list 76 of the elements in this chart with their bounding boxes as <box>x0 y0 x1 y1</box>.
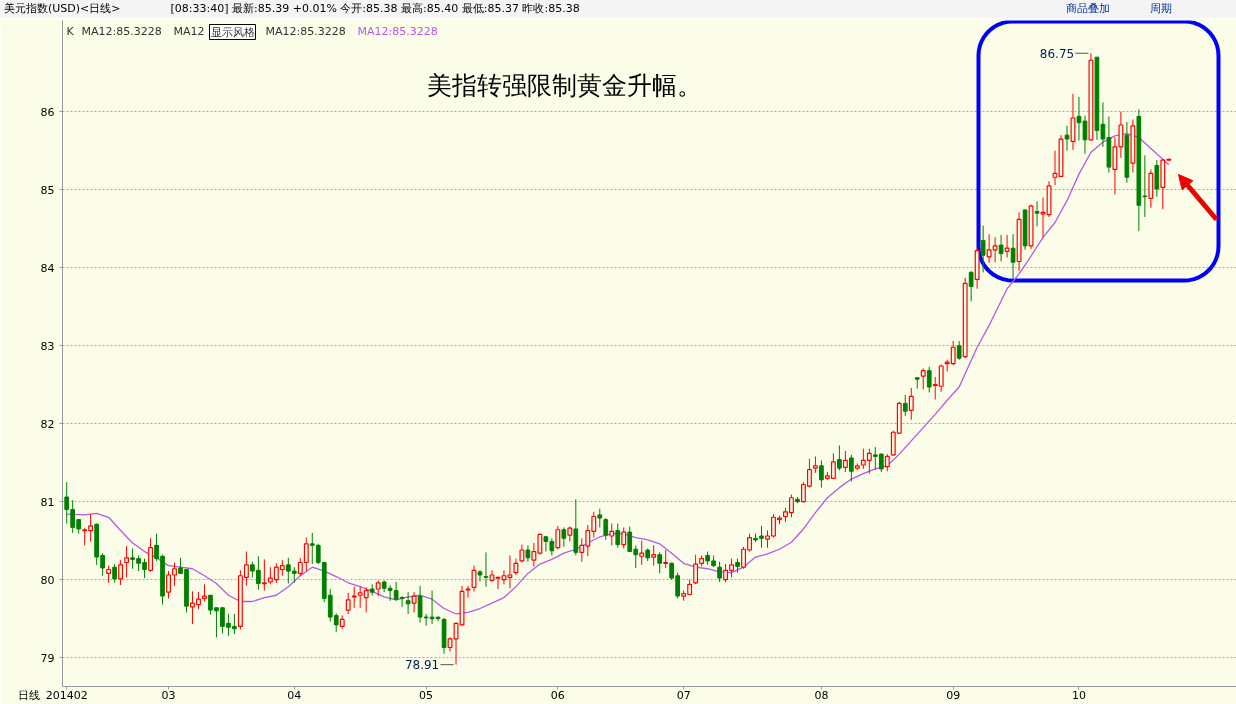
candlestick <box>525 544 531 563</box>
annotation: MA12 <box>173 24 205 38</box>
candlestick <box>842 450 848 473</box>
candlestick <box>651 544 657 567</box>
candlestick <box>351 586 357 609</box>
candlestick <box>908 387 914 421</box>
candlestick <box>1154 159 1160 198</box>
candlestick <box>1064 125 1070 152</box>
x-tick-label: 03 <box>161 688 176 702</box>
x-tick-label: 10 <box>1071 688 1086 702</box>
candlestick <box>561 526 567 548</box>
candlestick <box>621 526 627 549</box>
annotation: MA12:85.3228 <box>81 24 162 38</box>
candlestick <box>920 367 926 390</box>
candlestick <box>1004 234 1010 259</box>
annotation: MA12:85.3228 <box>265 24 346 38</box>
candlestick <box>849 454 854 482</box>
text: MA12:85.3228 <box>357 24 438 38</box>
candlestick <box>968 270 974 302</box>
annotation: 美指转强限制黄金升幅。 <box>426 70 702 100</box>
candlestick <box>956 340 962 361</box>
y-tick-label: 83 <box>40 339 55 353</box>
candlestick <box>477 569 483 582</box>
candlestick <box>1010 233 1016 279</box>
annotation: K <box>66 24 75 38</box>
x-tick-label: 09 <box>946 688 961 702</box>
y-tick-label: 80 <box>40 573 55 587</box>
chart-title: 美元指数(USD)<日线> <box>4 1 121 17</box>
candlestick <box>148 537 154 573</box>
text: 商品叠加 <box>1066 2 1110 15</box>
candlestick <box>615 523 621 549</box>
annotation: 78.91 <box>404 658 440 673</box>
y-tick-label: 86 <box>40 105 55 119</box>
candlestick <box>926 366 932 393</box>
candlestick <box>837 445 842 471</box>
candlestick <box>405 591 411 615</box>
candlestick <box>998 234 1004 262</box>
candlestick <box>717 561 722 583</box>
candlestick <box>819 459 824 489</box>
candlestick <box>597 508 603 528</box>
candlestick <box>609 523 615 546</box>
x-tick-label: 06 <box>550 688 565 702</box>
x-axis-title: 日线 <box>18 689 40 702</box>
candlestick <box>1070 93 1076 151</box>
candlestick <box>112 563 117 584</box>
candlestick <box>657 551 663 574</box>
y-tick-label: 81 <box>40 495 55 509</box>
x-tick-label: 04 <box>287 688 302 702</box>
chart-subtitle: [08:33:40] 最新:85.39 +0.01% 今开:85.38 最高:85.40 最低:85.37 昨收:85.38 <box>170 1 580 17</box>
candlestick <box>465 585 471 599</box>
y-tick-label: 85 <box>40 183 55 197</box>
annotation: 86.75 <box>1039 46 1075 61</box>
candlestick <box>411 591 417 613</box>
y-tick-label: 84 <box>40 261 55 275</box>
x-tick-label: 08 <box>814 688 829 702</box>
candlestick <box>124 545 130 578</box>
text: 周期 <box>1150 2 1172 15</box>
x-tick-label: 07 <box>676 688 691 702</box>
candlestick <box>980 225 986 273</box>
candlestick <box>483 551 489 588</box>
candlestick <box>345 592 351 615</box>
annotation: 显示风格 <box>210 25 255 39</box>
candlestick <box>471 565 477 592</box>
y-tick-label: 79 <box>40 651 55 665</box>
candlestick <box>603 517 609 541</box>
candlestick <box>1034 200 1040 227</box>
x-tick-label: 201402 <box>45 688 88 702</box>
candlestick <box>555 525 561 550</box>
candlestick <box>986 233 992 264</box>
candlestick <box>118 559 124 586</box>
candlestick <box>639 540 645 566</box>
candlestick <box>992 236 998 263</box>
x-tick-label: 05 <box>419 688 434 702</box>
candlestick <box>902 394 908 417</box>
y-tick-label: 82 <box>40 417 55 431</box>
candlestick <box>573 498 579 556</box>
